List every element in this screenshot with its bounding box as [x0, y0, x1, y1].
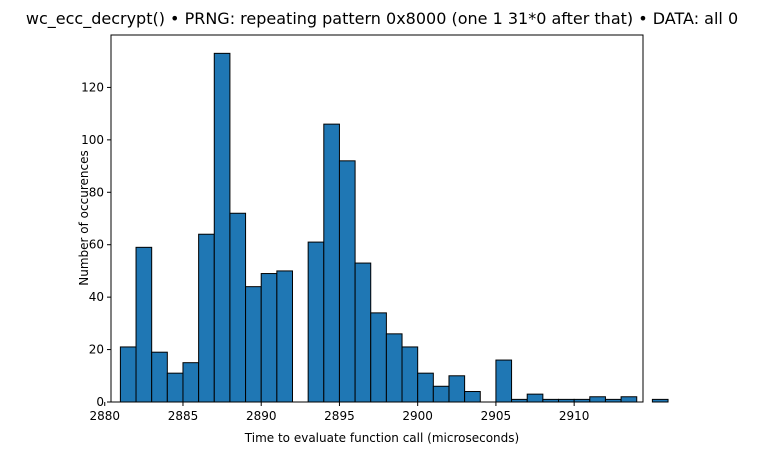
histogram-bar — [260, 273, 278, 403]
histogram-bar — [448, 375, 466, 403]
histogram-bar — [229, 212, 247, 403]
x-tick-label: 2880 — [89, 409, 120, 423]
histogram-bar — [276, 270, 294, 403]
histogram-bar — [213, 52, 231, 403]
histogram-bar — [323, 123, 340, 403]
y-tick-label: 40 — [89, 290, 104, 304]
histogram-bar — [620, 396, 638, 403]
x-tick-label: 2910 — [559, 409, 590, 423]
histogram-bar — [354, 262, 372, 403]
x-tick-label: 2885 — [168, 409, 199, 423]
y-tick-label: 20 — [89, 343, 104, 357]
histogram-bar — [495, 359, 513, 403]
histogram-bar — [589, 396, 606, 403]
histogram-bar — [651, 398, 669, 403]
histogram-bar — [338, 160, 356, 403]
y-axis-ticks: 0 20 40 60 80 100 120 — [81, 80, 111, 409]
histogram-bar — [245, 286, 262, 403]
x-tick-label: 2890 — [246, 409, 277, 423]
histogram-bar — [526, 393, 544, 403]
histogram-bar — [385, 333, 403, 403]
histogram-bar — [198, 233, 215, 403]
y-tick-label: 100 — [81, 133, 104, 147]
histogram-bar — [432, 385, 450, 403]
y-tick-label: 80 — [89, 185, 104, 199]
x-axis-label: Time to evaluate function call (microsec… — [244, 431, 519, 445]
histogram-bar — [182, 362, 200, 403]
histogram-bar — [401, 346, 419, 403]
y-axis-label: Number of occurences — [77, 150, 91, 285]
histogram-bar — [464, 391, 481, 403]
histogram-bar — [151, 351, 168, 403]
histogram-bar — [135, 246, 153, 403]
x-tick-label: 2895 — [324, 409, 355, 423]
histogram-bar — [166, 372, 184, 403]
histogram-bar — [417, 372, 434, 403]
bars-group — [119, 52, 669, 403]
chart-title: wc_ecc_decrypt() • PRNG: repeating patte… — [26, 9, 738, 29]
y-tick-label: 0 — [96, 395, 104, 409]
x-tick-label: 2900 — [402, 409, 433, 423]
y-tick-label: 60 — [89, 238, 104, 252]
y-tick-label: 120 — [81, 80, 104, 94]
histogram-bar — [307, 241, 325, 403]
histogram-bar — [119, 346, 137, 403]
histogram-bar — [370, 312, 387, 403]
plot-frame — [110, 34, 644, 403]
x-tick-label: 2905 — [481, 409, 512, 423]
x-axis-ticks: 2880 2885 2890 2895 2900 2905 2910 — [89, 402, 589, 423]
